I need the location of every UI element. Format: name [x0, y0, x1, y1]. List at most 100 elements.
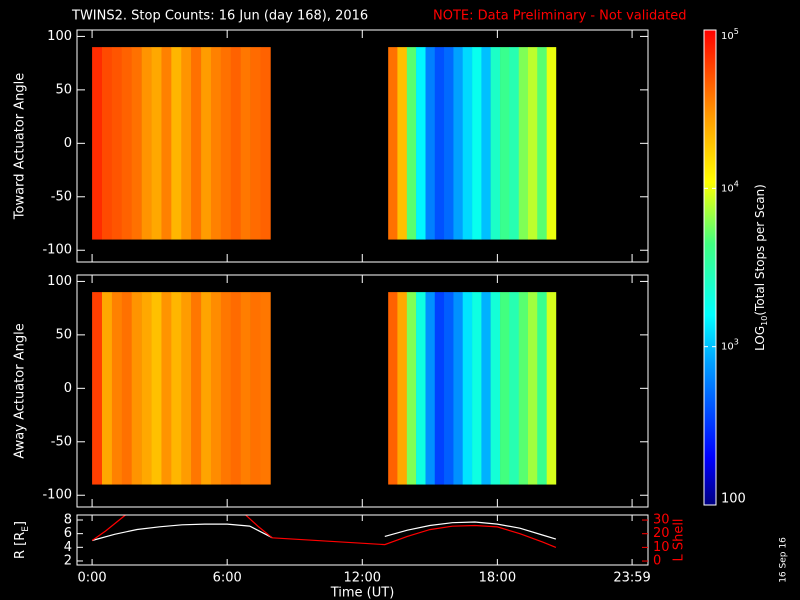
heatmap-cell	[250, 292, 261, 485]
heatmap-cell	[220, 292, 232, 485]
heatmap-cell	[201, 47, 212, 240]
heatmap-cell	[111, 292, 123, 485]
heatmap-cell	[250, 47, 261, 240]
heatmap-cell	[191, 292, 202, 485]
colorbar	[703, 29, 717, 506]
heatmap-cell	[151, 47, 162, 240]
heatmap-cell	[210, 47, 222, 240]
heatmap-cell	[527, 292, 538, 485]
heatmap-cell	[92, 292, 103, 485]
heatmap-cell	[181, 292, 192, 485]
heatmap-cell	[444, 292, 454, 485]
y-tick-label: 0	[64, 136, 72, 151]
heatmap-cell	[490, 47, 501, 240]
heatmap-cell	[230, 292, 241, 485]
heatmap-cell	[121, 292, 133, 485]
y-axis-label: Toward Actuator Angle	[13, 73, 28, 220]
heatmap-cell	[161, 47, 172, 240]
heatmap-cell	[481, 292, 491, 485]
heatmap-cell	[101, 47, 113, 240]
heatmap-cell	[509, 47, 520, 240]
x-axis-label: Time (UT)	[330, 586, 395, 600]
series-line	[91, 515, 557, 548]
colorbar-tick-label: 105	[721, 27, 739, 42]
y2-tick-label: 30	[653, 513, 670, 528]
y-tick-label: -100	[42, 488, 72, 503]
heatmap-cell	[537, 47, 547, 240]
heatmap-cell	[201, 292, 212, 485]
y-tick-label: 100	[47, 29, 72, 44]
y-axis-label: R [RE]	[13, 521, 31, 559]
heatmap-cell	[490, 292, 501, 485]
colorbar-label-main: LOG	[753, 326, 767, 351]
heatmap-cell	[434, 47, 445, 240]
y-tick-label: 6	[64, 526, 72, 541]
heatmap-cell	[388, 47, 398, 240]
heatmap-cell	[406, 292, 417, 485]
x-tick-label: 12:00	[344, 571, 381, 586]
colorbar-tick-label: 103	[721, 338, 739, 353]
y-axis-label-end: ]	[13, 521, 28, 526]
heatmap-cell	[181, 47, 192, 240]
y-axis-label-main: R [R	[13, 532, 28, 559]
plot-frame	[76, 514, 649, 566]
heatmap-cell	[131, 292, 142, 485]
colorbar-label: LOG10(Total Stops per Scan)	[753, 184, 770, 351]
heatmap-cell	[472, 47, 482, 240]
y-axis-label-sub: E	[21, 526, 31, 532]
heatmap-cell	[481, 47, 491, 240]
y-axis-label: Away Actuator Angle	[13, 323, 28, 458]
heatmap-cell	[230, 47, 241, 240]
heatmap-cell	[509, 292, 520, 485]
heatmap-cell	[220, 47, 232, 240]
heatmap-cell	[131, 47, 142, 240]
heatmap-cell	[397, 292, 408, 485]
heatmap-cell	[453, 47, 463, 240]
x-tick-label: 0:00	[77, 571, 106, 586]
heatmap-cell	[397, 47, 408, 240]
heatmap-cell	[101, 292, 113, 485]
heatmap-cell	[406, 47, 417, 240]
heatmap-cell	[425, 47, 436, 240]
colorbar-tick-exp: 3	[734, 338, 739, 347]
heatmap-cell	[518, 292, 529, 485]
y-tick-label: 2	[64, 553, 72, 568]
heatmap-cell	[453, 292, 463, 485]
y-tick-label: 0	[64, 381, 72, 396]
colorbar-label-rest: (Total Stops per Scan)	[753, 184, 767, 315]
heatmap-cell	[240, 47, 251, 240]
y2-tick-label: 20	[653, 526, 670, 541]
colorbar-tick-base: 10	[721, 31, 734, 42]
heatmap-cell	[500, 292, 510, 485]
heatmap-cell	[171, 47, 182, 240]
colorbar-tick-exp: 5	[734, 27, 739, 36]
heatmap-cell	[518, 47, 529, 240]
heatmap-cell	[92, 47, 103, 240]
heatmap-cell	[191, 47, 202, 240]
heatmap-cell	[141, 292, 152, 485]
y-tick-label: -100	[42, 243, 72, 258]
y-tick-label: -50	[51, 189, 72, 204]
heatmap-cell	[210, 292, 222, 485]
y2-tick-label: 0	[653, 554, 661, 569]
chart-title: TWINS2. Stop Counts: 16 Jun (day 168), 2…	[71, 9, 368, 24]
y-tick-label: 50	[55, 327, 72, 342]
heatmap-cell	[444, 47, 454, 240]
heatmap-cell	[260, 47, 271, 240]
heatmap-cell	[416, 47, 426, 240]
x-tick-label: 23:59	[613, 571, 650, 586]
heatmap-cell	[500, 47, 510, 240]
colorbar-tick-label: 100	[721, 492, 746, 507]
x-tick-label: 18:00	[479, 571, 516, 586]
y2-axis-label: L Shell	[672, 518, 687, 561]
heatmap-cell	[388, 292, 398, 485]
y2-tick-label: 10	[653, 540, 670, 555]
heatmap-cell	[472, 292, 482, 485]
colorbar-tick-exp: 4	[734, 179, 739, 188]
heatmap-cell	[527, 47, 538, 240]
heatmap-cell	[462, 292, 473, 485]
y-tick-label: 100	[47, 274, 72, 289]
heatmap-cell	[171, 292, 182, 485]
heatmap-cell	[425, 292, 436, 485]
